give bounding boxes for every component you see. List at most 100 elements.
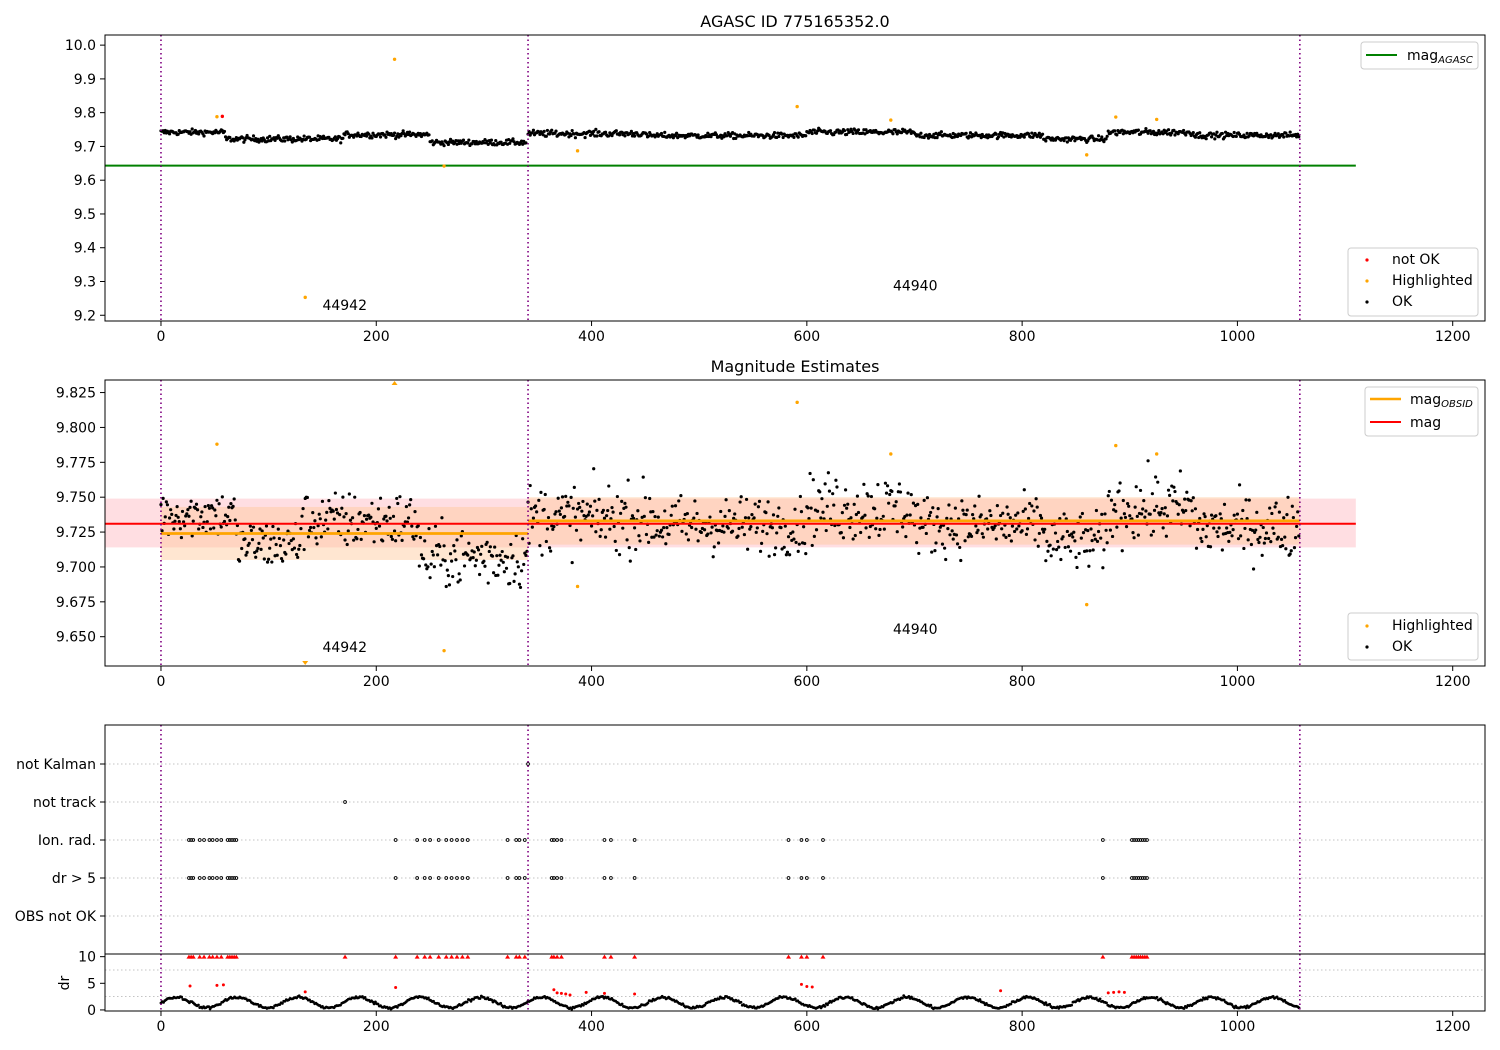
panel3-plot-area <box>105 725 1485 954</box>
p1-ok-point-208 <box>383 133 387 137</box>
p2-ok-point-1020 <box>1257 540 1261 545</box>
p2-highlighted-point-6 <box>1114 443 1118 448</box>
flag-point-2-36 <box>799 838 804 842</box>
p1-not-ok-point-0 <box>220 114 225 119</box>
flag-point-2-22 <box>460 838 465 842</box>
p2-ok-point-271 <box>451 574 455 579</box>
p2-ok-point-183 <box>356 527 360 532</box>
flag-point-3-8 <box>219 876 224 880</box>
p2-ok-point-126 <box>295 552 299 557</box>
p2-ok-point-523 <box>722 530 726 534</box>
dr-clipped-point-3 <box>197 954 203 959</box>
dr-flagged-point-6 <box>555 991 559 995</box>
p2-ok-point-4 <box>163 515 167 519</box>
p2-ok-point-791 <box>1010 524 1015 528</box>
p2-ok-point-581 <box>784 553 788 557</box>
p2-ok-point-1052 <box>1291 515 1295 520</box>
p2-ok-point-625 <box>832 503 836 507</box>
panel3-frame <box>104 724 1486 955</box>
p1-ok-point-587 <box>792 135 796 139</box>
p2-ok-point-722 <box>936 506 940 511</box>
p1-ok-point-115 <box>283 139 287 143</box>
p2-ok-point-880 <box>1106 494 1110 498</box>
p2-ok-point-249 <box>427 527 431 531</box>
p2-ok-point-322 <box>505 555 510 559</box>
p2-ok-point-923 <box>1152 508 1157 512</box>
p2-ok-point-687 <box>898 490 903 494</box>
flag-point-3-15 <box>415 876 420 880</box>
dr-ok-point-516 <box>826 1003 829 1007</box>
dr-ok-point-94 <box>280 1001 284 1005</box>
dr-clipped-point-39 <box>820 954 826 959</box>
p1-ok-point-120 <box>288 135 292 139</box>
p2-ok-point-814 <box>1035 505 1039 509</box>
p1-ok-point-59 <box>222 129 227 134</box>
p2-ok-point-739 <box>954 533 959 537</box>
p2-ok-point-133 <box>302 547 306 552</box>
p2-clipped-marker-top-0 <box>391 381 398 385</box>
dr-clipped-point-19 <box>436 954 442 959</box>
dr-ok-point-357 <box>620 1002 624 1006</box>
p2-ok-point-440 <box>633 526 637 530</box>
p2-ok-point-963 <box>1195 527 1200 532</box>
p2-ok-point-733 <box>948 533 952 537</box>
p2-ok-point-838 <box>1061 535 1065 539</box>
p2-ok-point-790 <box>1009 539 1013 543</box>
p2-ok-point-796 <box>1016 511 1020 515</box>
p2-ok-point-1003 <box>1239 534 1243 538</box>
p2-ok-point-635 <box>842 503 847 507</box>
dr-clipped-point-8 <box>218 954 224 959</box>
dr-flagged-point-2 <box>221 983 225 987</box>
p2-ok-point-867 <box>1092 533 1096 537</box>
p2-ok-point-721 <box>935 515 939 519</box>
p2-ok-point-226 <box>402 524 406 528</box>
panel4-axes: 0 200 400 600 800 1000 1200 0 5 10 <box>78 950 1470 1035</box>
p2-ok-point-1039 <box>1277 510 1281 514</box>
p2-ok-point-583 <box>786 535 791 539</box>
dr-ok-point-688 <box>1048 1002 1052 1006</box>
dr-ok-point-732 <box>1105 1001 1108 1005</box>
flag-point-2-46 <box>1142 838 1147 842</box>
p1-ok-point-498 <box>696 133 700 137</box>
p2-ok-point-297 <box>479 552 483 556</box>
p2-ok-point-668 <box>878 527 882 532</box>
p2-ok-point-980 <box>1214 514 1218 518</box>
p2-ok-point-563 <box>765 532 769 536</box>
p1-ok-point-77 <box>242 140 246 144</box>
p2-ok-point-132 <box>301 506 305 511</box>
p2-ok-point-100 <box>267 557 271 561</box>
panel-magnitude-estimates: Magnitude Estimates 0 200 400 600 800 1000 120… <box>56 357 1486 690</box>
p2-ok-point-597 <box>802 525 806 529</box>
p1-highlighted-point-8 <box>1114 115 1118 119</box>
p2-ok-point-777 <box>995 503 999 508</box>
p1-ok-point-196 <box>370 136 374 140</box>
p2-ok-point-499 <box>696 539 700 543</box>
p2-xtick-label-3: 600 <box>793 674 820 690</box>
flag-point-3-9 <box>225 876 230 880</box>
p2-ok-point-508 <box>706 532 710 536</box>
p2-ok-point-972 <box>1205 524 1209 528</box>
p2-ok-point-498 <box>695 511 699 516</box>
dr-ok-point-705 <box>1070 1003 1074 1007</box>
flag-point-2-42 <box>1134 838 1139 842</box>
p2-ok-point-590 <box>794 540 798 545</box>
dr-clipped-point-33 <box>601 954 607 959</box>
p2-ok-point-427 <box>619 511 623 515</box>
dr-flagged-point-8 <box>564 992 568 996</box>
p2-ok-point-804 <box>1024 532 1029 536</box>
dr-clipped-point-28 <box>522 954 528 959</box>
p2-ok-point-1015 <box>1251 567 1256 571</box>
p1-ok-point-907 <box>1136 128 1140 132</box>
p2-ok-point-921 <box>1150 492 1154 496</box>
p2-ok-point-414 <box>605 514 609 518</box>
p1-ok-point-406 <box>597 130 601 134</box>
p1-ok-point-1055 <box>1296 132 1300 136</box>
p2-ok-point-318 <box>501 560 505 564</box>
p2-ok-point-947 <box>1178 469 1182 473</box>
p2-ok-point-824 <box>1046 549 1050 553</box>
panel2-title: Magnitude Estimates <box>711 357 880 376</box>
p2-ok-point-316 <box>499 558 503 562</box>
p2-ok-point-85 <box>250 538 255 542</box>
p2-ok-point-588 <box>792 537 796 541</box>
p2-ok-point-1008 <box>1244 498 1248 502</box>
